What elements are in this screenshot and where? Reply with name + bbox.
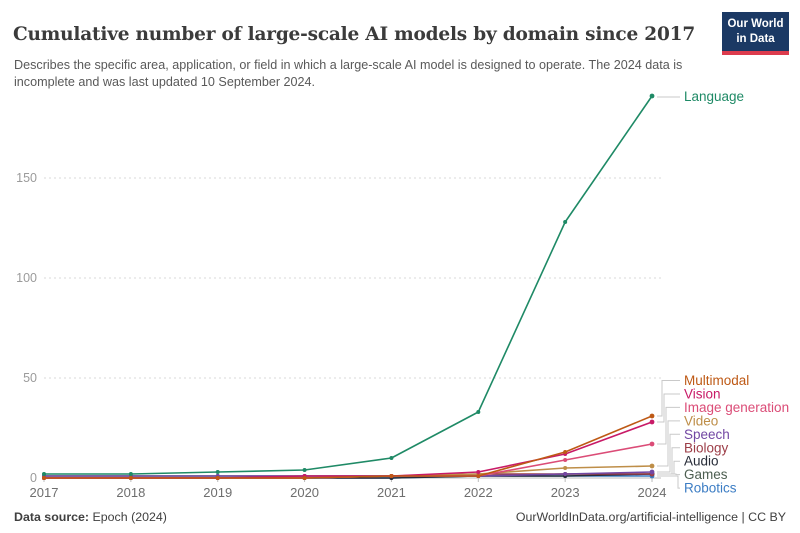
data-point-vision-2024 [649, 419, 655, 425]
legend-label-games[interactable]: Games [684, 467, 728, 482]
owid-logo-line1: Our World [727, 18, 784, 30]
legend-connector-multimodal [657, 380, 680, 417]
owid-logo-line2: in Data [736, 32, 775, 45]
x-axis-label-2021: 2021 [377, 485, 406, 500]
legend-connector-video [657, 420, 680, 467]
x-axis-label-2022: 2022 [464, 485, 493, 500]
legend-label-audio[interactable]: Audio [684, 454, 719, 469]
data-point-image-generation-2024 [649, 441, 655, 447]
y-axis-label-100: 100 [16, 271, 37, 285]
legend-connector-image-generation [657, 406, 680, 445]
legend-label-speech[interactable]: Speech [684, 427, 730, 442]
data-point-language-2021 [389, 456, 394, 460]
legend-label-video[interactable]: Video [684, 413, 718, 428]
legend-label-multimodal[interactable]: Multimodal [684, 373, 749, 388]
data-point-multimodal-2019 [215, 476, 220, 480]
x-axis-label-2020: 2020 [290, 485, 319, 500]
y-axis-label-150: 150 [16, 171, 37, 185]
legend-label-vision[interactable]: Vision [684, 386, 721, 401]
data-point-language-2024 [649, 93, 655, 99]
data-source-value: Epoch (2024) [89, 510, 167, 524]
chart-subtitle: Describes the specific area, application… [14, 57, 683, 90]
legend-label-robotics[interactable]: Robotics [684, 481, 737, 496]
data-point-image-generation-2023 [563, 458, 568, 462]
data-point-vision-2022 [476, 470, 481, 474]
x-axis-label-2023: 2023 [551, 485, 580, 500]
data-point-multimodal-2020 [302, 476, 307, 480]
data-point-multimodal-2017 [42, 476, 46, 480]
data-point-language-2017 [42, 472, 46, 476]
data-point-multimodal-2021 [389, 474, 394, 478]
series-line-multimodal [43, 415, 653, 479]
legend-label-image-generation[interactable]: Image generation [684, 400, 789, 415]
series-line-language [43, 95, 653, 475]
data-point-speech-2024 [649, 469, 655, 475]
owid-attribution-link[interactable]: OurWorldInData.org/artificial-intelligen… [515, 510, 786, 524]
x-axis-label-2017: 2017 [30, 485, 59, 500]
legend-connector-games [657, 473, 680, 476]
data-point-language-2019 [215, 470, 220, 474]
data-point-multimodal-2023 [563, 450, 568, 454]
owid-logo[interactable]: Our World in Data [722, 12, 789, 55]
y-axis-label-50: 50 [23, 371, 37, 385]
data-point-language-2018 [128, 472, 133, 476]
chart-footer: Data source: Epoch (2024) OurWorldInData… [14, 510, 786, 524]
page-title: Cumulative number of large-scale AI mode… [13, 24, 695, 46]
x-axis-label-2024: 2024 [638, 485, 667, 500]
data-point-speech-2023 [563, 472, 568, 476]
data-point-multimodal-2024 [649, 413, 655, 419]
data-point-multimodal-2022 [476, 474, 481, 478]
series-line-vision [43, 421, 653, 479]
x-axis-label-2019: 2019 [203, 485, 232, 500]
legend-label-biology[interactable]: Biology [684, 440, 729, 455]
legend-connector-robotics [657, 475, 680, 489]
x-axis-label-2018: 2018 [116, 485, 145, 500]
data-point-language-2020 [302, 468, 307, 472]
data-point-video-2024 [649, 463, 655, 469]
y-axis-label-0: 0 [30, 471, 37, 485]
series-line-image-generation [43, 443, 653, 479]
data-point-language-2022 [476, 410, 481, 414]
data-source-label: Data source: [14, 510, 90, 524]
data-point-video-2023 [563, 466, 568, 470]
data-source-note: Data source: Epoch (2024) [14, 510, 167, 524]
legend-connector-speech [657, 433, 680, 473]
legend-label-language[interactable]: Language [684, 89, 744, 104]
data-point-language-2023 [563, 220, 568, 224]
legend-connector-vision [657, 393, 680, 423]
data-point-multimodal-2018 [128, 476, 133, 480]
